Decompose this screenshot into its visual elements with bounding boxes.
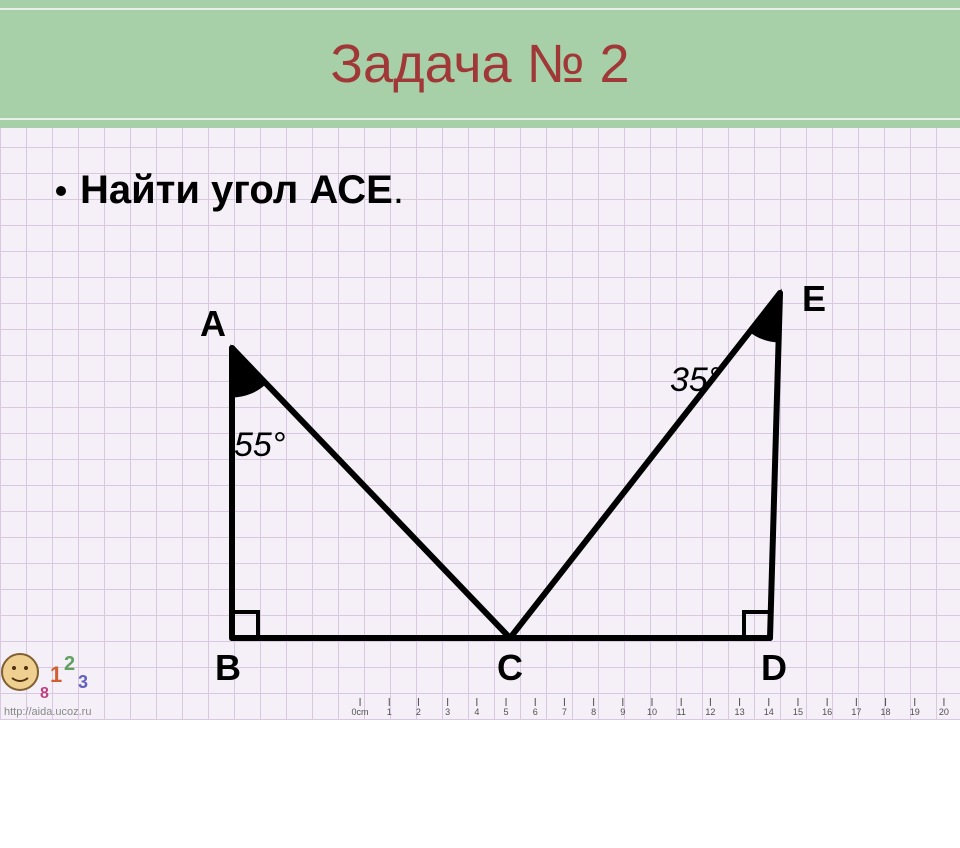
svg-text:A: A <box>200 303 226 344</box>
svg-text:13: 13 <box>735 707 745 716</box>
svg-text:8: 8 <box>591 707 596 716</box>
svg-text:3: 3 <box>78 672 88 692</box>
svg-text:5: 5 <box>504 707 509 716</box>
ruler-decoration: 0cm1234567891011121314151617181920 <box>350 696 954 716</box>
watermark: http://aida.ucoz.ru <box>4 706 91 718</box>
svg-text:1: 1 <box>387 707 392 716</box>
svg-text:55°: 55° <box>234 426 285 464</box>
svg-text:6: 6 <box>533 707 538 716</box>
svg-text:3: 3 <box>445 707 450 716</box>
svg-text:15: 15 <box>793 707 803 716</box>
svg-text:4: 4 <box>474 707 479 716</box>
corner-decoration: 1 2 3 8 <box>0 622 100 702</box>
svg-text:20: 20 <box>939 707 949 716</box>
svg-text:С: С <box>497 647 523 688</box>
svg-text:17: 17 <box>851 707 861 716</box>
slide: Задача № 2 Найти угол АСЕ. AВСDE55°35° 1… <box>0 0 960 720</box>
svg-text:11: 11 <box>676 707 685 716</box>
svg-text:19: 19 <box>910 707 920 716</box>
svg-text:1: 1 <box>50 662 62 687</box>
svg-text:E: E <box>802 278 826 319</box>
svg-text:D: D <box>761 647 787 688</box>
svg-text:0cm: 0cm <box>352 707 369 716</box>
svg-text:12: 12 <box>705 707 715 716</box>
svg-text:8: 8 <box>40 685 49 702</box>
svg-text:2: 2 <box>64 653 75 675</box>
svg-text:В: В <box>215 647 241 688</box>
svg-text:2: 2 <box>416 707 421 716</box>
svg-text:7: 7 <box>562 707 567 716</box>
slide-title: Задача № 2 <box>330 33 629 95</box>
svg-text:18: 18 <box>881 707 891 716</box>
svg-text:10: 10 <box>647 707 657 716</box>
svg-text:14: 14 <box>764 707 774 716</box>
svg-text:9: 9 <box>620 707 625 716</box>
title-band: Задача № 2 <box>0 0 960 128</box>
geometry-diagram: A В С D E 55° 35° <box>0 128 960 848</box>
svg-text:16: 16 <box>822 707 832 716</box>
svg-text:35°: 35° <box>670 361 721 399</box>
